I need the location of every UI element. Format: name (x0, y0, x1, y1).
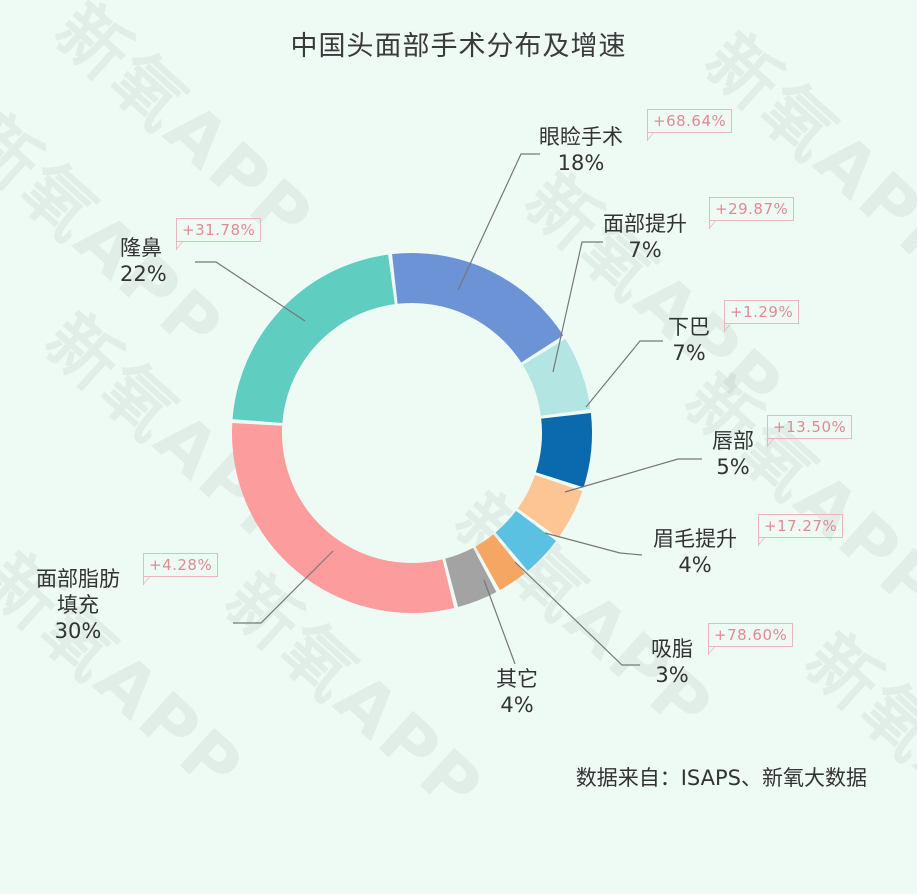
growth-badge: +29.87% (708, 197, 795, 229)
growth-badge: +68.64% (646, 109, 733, 141)
label-other: 其它 4% (496, 666, 538, 718)
segment-name: 吸脂 (651, 637, 693, 661)
donut-segments (231, 253, 592, 613)
segment-pct: 7% (672, 341, 706, 365)
growth-badge: +31.78% (175, 218, 262, 250)
data-source: 数据来自：ISAPS、新氧大数据 (575, 766, 867, 790)
growth-badge: +78.60% (707, 623, 794, 655)
segment-name: 面部提升 (603, 212, 687, 236)
label-browlift: 眉毛提升 4% (653, 526, 737, 578)
segment-pct: 30% (54, 619, 102, 643)
donut-segment (535, 413, 592, 488)
segment-pct: 18% (557, 151, 605, 175)
label-lips: 唇部 5% (712, 428, 754, 480)
label-chin: 下巴 7% (668, 314, 710, 366)
donut-segment (445, 547, 497, 608)
donut-segment (392, 253, 564, 363)
segment-pct: 4% (500, 693, 534, 717)
label-fat-grafting: 面部脂肪 填充 30% (36, 566, 120, 644)
donut-segment (232, 254, 395, 423)
donut-segment (475, 534, 525, 591)
segment-pct: 3% (655, 663, 689, 687)
growth-badge: +13.50% (766, 415, 853, 447)
growth-badge: +4.28% (142, 553, 219, 585)
leader-line (544, 532, 643, 556)
segment-name-line2: 填充 (57, 593, 99, 617)
growth-badge: +17.27% (757, 514, 844, 546)
leader-line (233, 550, 334, 624)
segment-pct: 22% (120, 262, 167, 286)
donut-segment (517, 474, 583, 538)
leader-lines (195, 153, 702, 666)
label-eyelid: 眼睑手术 18% (539, 124, 623, 176)
donut-chart (195, 153, 702, 666)
segment-name: 眉毛提升 (653, 527, 737, 551)
leader-line (564, 458, 702, 493)
segment-pct: 4% (678, 553, 712, 577)
leader-line (195, 261, 306, 322)
donut-segment (522, 338, 591, 416)
leader-line (483, 579, 516, 665)
segment-name: 下巴 (668, 315, 710, 339)
label-liposuction: 吸脂 3% (651, 636, 693, 688)
leader-line (457, 153, 540, 291)
leader-line (514, 561, 640, 666)
segment-name: 隆鼻 (120, 236, 162, 260)
segment-name: 唇部 (712, 429, 754, 453)
label-facelift: 面部提升 7% (603, 211, 687, 263)
leader-line (552, 241, 603, 373)
segment-name: 其它 (496, 667, 538, 691)
chart-title: 中国头面部手术分布及增速 (290, 31, 627, 62)
label-rhinoplasty: 隆鼻 22% (120, 235, 167, 287)
donut-segment (495, 510, 557, 571)
donut-segment (231, 423, 455, 613)
growth-badge: +1.29% (723, 300, 800, 332)
segment-pct: 7% (628, 238, 662, 262)
segment-name: 面部脂肪 (36, 567, 120, 591)
segment-name: 眼睑手术 (539, 125, 623, 149)
segment-pct: 5% (716, 455, 750, 479)
leader-line (585, 340, 663, 408)
